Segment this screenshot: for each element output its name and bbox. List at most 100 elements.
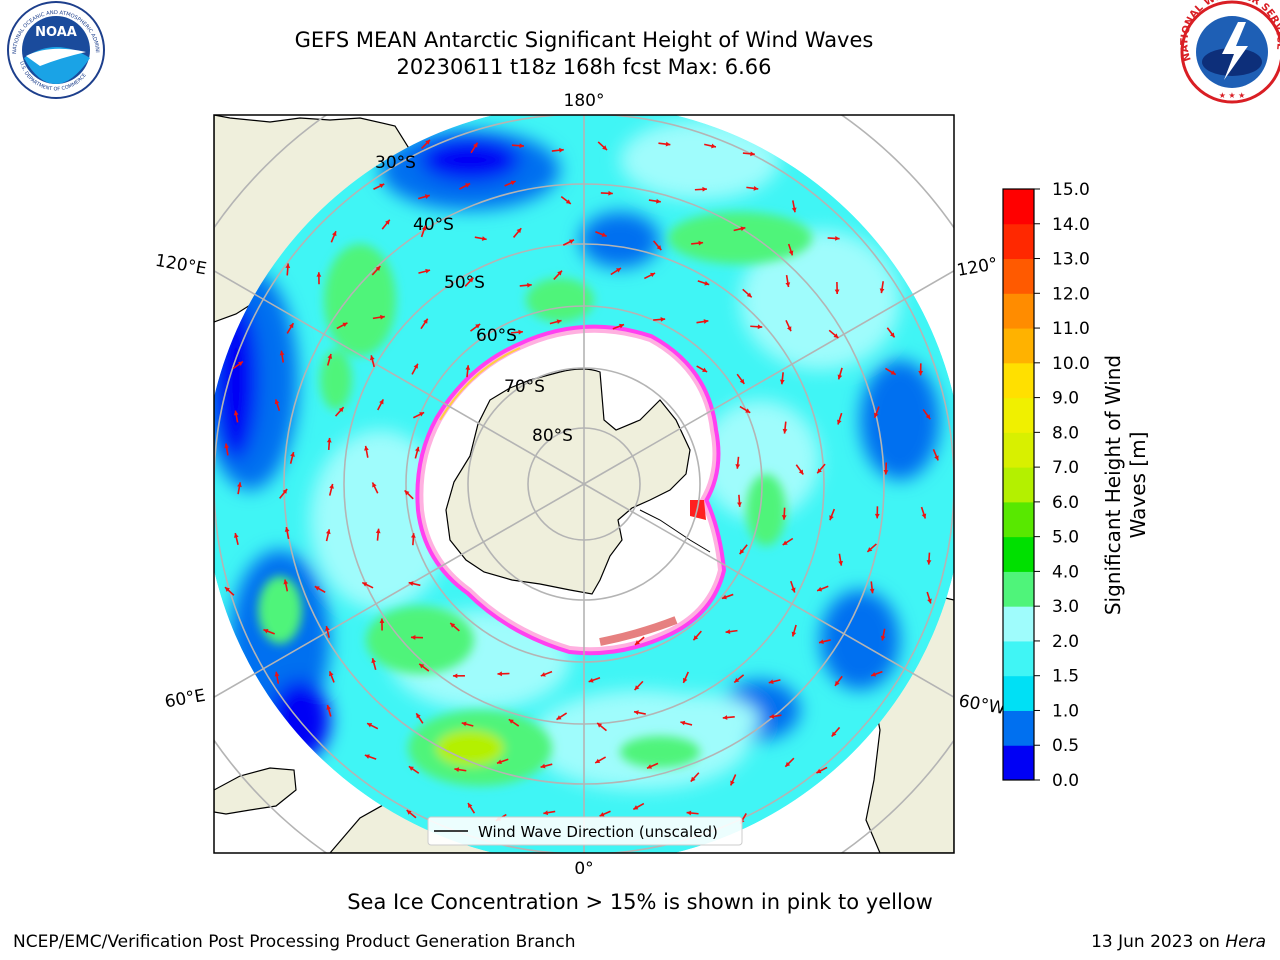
wave-direction-arrow [361,581,374,589]
lat-label-80s: 80°S [532,426,573,446]
colorbar-tick-label: 11.0 [1052,319,1090,339]
wave-direction-arrow [795,464,804,475]
colorbar-tick-label: 0.0 [1052,771,1079,791]
wave-direction-arrow [549,319,562,325]
wave-direction-arrow [373,183,385,190]
wave-direction-arrow [874,506,880,519]
meridian-label-60w: 60°W [957,691,1007,719]
wave-direction-arrow [595,231,607,237]
wave-direction-arrow [791,200,797,213]
wave-direction-arrow [742,151,755,157]
wave-direction-arrow [829,508,836,521]
wave-direction-arrow [560,196,572,205]
map-area: 30°S 40°S 50°S 60°S 70°S 80°S Wind Wave … [214,115,954,853]
colorbar-tick-label: 7.0 [1052,458,1079,478]
wave-direction-arrow [816,766,828,774]
colorbar-swatch [1003,710,1034,746]
wave-direction-arrow [371,265,381,276]
nws-logo: NATIONAL WEATHER SERVICE ★ ★ ★ [1179,0,1280,104]
wave-direction-arrow [326,353,333,366]
wave-direction-arrow [413,411,425,419]
wave-direction-arrow [454,767,467,772]
svg-text:★ ★ ★: ★ ★ ★ [1219,91,1246,100]
wave-direction-arrow [372,314,385,320]
wave-direction-arrow [769,713,782,719]
wave-direction-arrow [508,718,520,727]
wave-direction-arrow [739,544,748,555]
wave-direction-arrow [415,712,424,724]
wave-direction-arrow [828,329,839,339]
wave-direction-arrow [704,143,717,149]
colorbar-tick-label: 10.0 [1052,354,1090,374]
wave-direction-arrow [375,528,381,541]
wave-direction-arrow [838,553,844,566]
wave-direction-arrow [784,757,795,768]
wave-direction-arrow [279,350,285,363]
wave-direction-arrow [880,628,886,641]
wave-direction-arrow [510,329,524,335]
wave-direction-arrow [885,367,897,376]
colorbar-swatch [1003,745,1034,781]
wave-direction-arrow [870,670,883,677]
wave-direction-arrow [452,673,465,679]
wave-direction-arrow [643,272,656,280]
map-legend: Wind Wave Direction (unscaled) [427,816,743,846]
wave-direction-arrow [540,670,553,677]
wave-direction-arrow [314,585,326,594]
noaa-logo-text: NOAA [35,25,77,40]
wave-direction-arrow [686,810,699,816]
wave-direction-arrow [289,451,295,464]
wave-direction-arrow [334,406,345,417]
wave-direction-arrow [658,141,671,147]
wave-direction-arrow [750,324,763,330]
colorbar-swatch [1003,397,1034,433]
wave-direction-arrow [330,230,337,243]
wave-direction-arrow [782,421,788,434]
wave-direction-arrow [918,363,924,376]
wave-direction-arrow [326,704,332,717]
colorbar-tick-label: 12.0 [1052,284,1090,304]
wave-direction-arrow [464,277,475,287]
wave-direction-arrow [781,507,787,520]
wave-direction-arrow [818,639,831,644]
wave-direction-arrow [697,280,710,286]
wind-wave-arrows [224,139,939,825]
lat-label-40s: 40°S [413,215,454,235]
colorbar-tick-label: 13.0 [1052,250,1090,270]
colorbar-swatch [1003,189,1034,225]
wave-direction-arrow [610,267,622,276]
wave-direction-arrow [634,636,645,646]
wave-direction-arrow [873,406,880,419]
lat-label-30s: 30°S [375,153,416,173]
colorbar-swatch [1003,432,1034,468]
wave-direction-arrow [791,624,797,637]
wave-direction-arrow [461,721,474,727]
wave-direction-arrow [408,581,421,587]
colorbar-tick-label: 14.0 [1052,215,1090,235]
wave-direction-arrow [733,226,746,232]
colorbar-tick-label: 9.0 [1052,389,1079,409]
meridian-label-180: 180° [564,91,605,111]
noaa-logo: NOAA NATIONAL OCEANIC AND ATMOSPHERIC AD… [0,0,105,99]
wave-direction-arrow [725,629,738,634]
wave-direction-arrow [540,763,553,769]
wave-direction-arrow [652,240,662,251]
wave-direction-arrow [926,591,932,604]
wave-direction-arrow [233,410,239,423]
colorbar-tick-label: 15.0 [1052,180,1090,200]
wave-direction-arrow [449,622,460,632]
wave-direction-arrow [274,671,280,684]
wave-direction-arrow [497,671,510,677]
colorbar: 0.0 0.5 1.0 1.5 2.0 3.0 4.0 5.0 6.0 7.0 8.0 9.0 10.0… [1002,180,1090,791]
wave-direction-arrow [274,399,281,412]
colorbar-swatch [1003,675,1034,711]
wave-direction-arrow [474,236,487,241]
colorbar-tick-label: 6.0 [1052,493,1079,513]
wave-direction-arrow [932,449,939,461]
wave-direction-arrow [263,628,275,635]
footer-date: 13 Jun 2023 on Hera [1091,932,1266,952]
wave-direction-arrow [284,526,290,540]
wave-direction-arrow [551,147,564,153]
wave-direction-arrow [512,227,522,238]
lat-label-70s: 70°S [504,377,545,397]
